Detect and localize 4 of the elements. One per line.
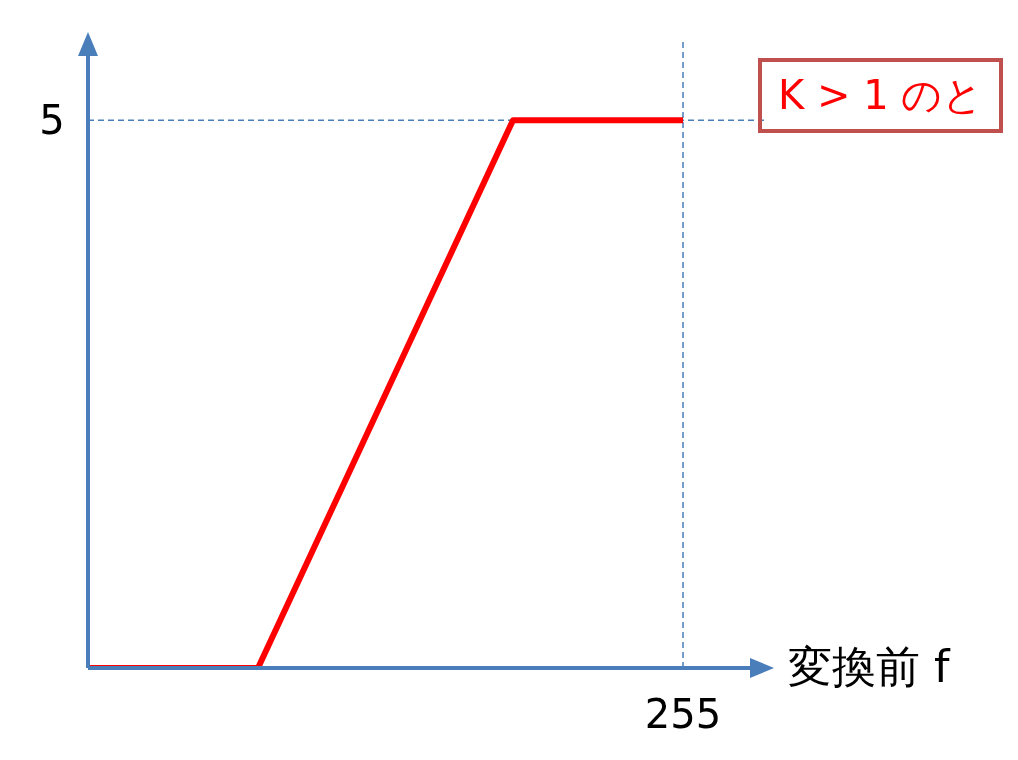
text: 255 [643,690,723,739]
text: K > 1 のと [758,58,1004,133]
x-axis-title: 変換前 f [788,640,950,694]
text: 5 [38,96,66,146]
